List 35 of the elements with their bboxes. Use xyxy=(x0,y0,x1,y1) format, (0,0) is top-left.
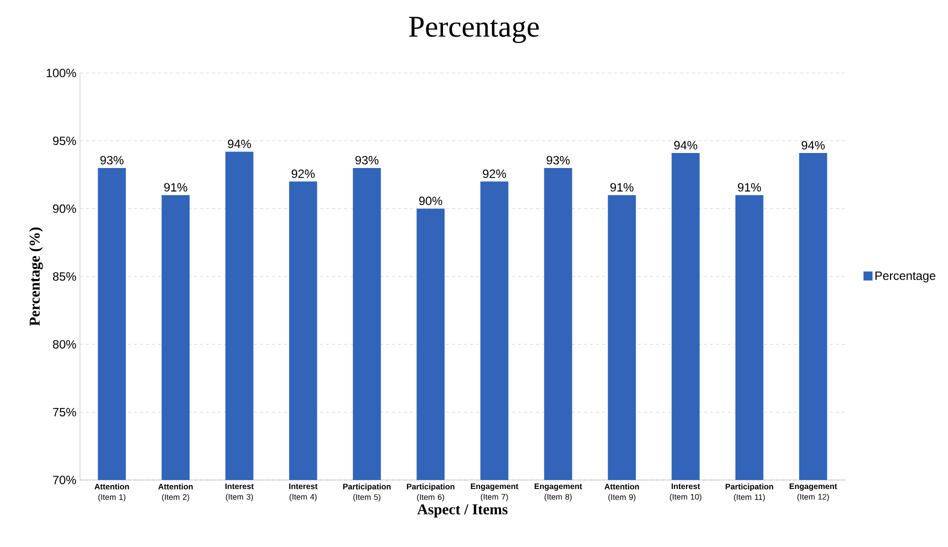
x-tick-label: Attention (Item 2) xyxy=(158,484,193,502)
x-axis-title: Aspect / Items xyxy=(417,504,508,518)
y-tick-label: 95% xyxy=(53,136,76,146)
y-tick-label: 80% xyxy=(52,340,76,349)
x-tick-label: Engagement (Item 12) xyxy=(790,484,838,502)
data-label: 90% xyxy=(419,196,442,206)
y-axis-title: Percentage (%) xyxy=(29,228,43,326)
x-tick-label: Participation (Item 5) xyxy=(343,484,391,502)
chart-title: Percentage xyxy=(409,16,539,44)
data-label: 94% xyxy=(802,141,825,150)
data-label: 94% xyxy=(228,140,251,148)
y-tick-label: 85% xyxy=(52,272,76,281)
x-tick-label: Interest (Item 3) xyxy=(225,484,254,502)
y-tick-label: 90% xyxy=(53,204,76,213)
x-tick-label: Participation (Item 6) xyxy=(406,484,454,502)
x-tick-label: Engagement (Item 7) xyxy=(470,484,518,502)
y-tick-label: 70% xyxy=(53,476,76,484)
y-tick-label: 75% xyxy=(53,408,76,416)
data-label: 93% xyxy=(546,156,570,164)
data-label: 91% xyxy=(610,183,634,192)
data-label: 92% xyxy=(292,170,315,178)
legend-label: Percentage xyxy=(876,272,936,282)
data-label: 91% xyxy=(164,183,188,192)
x-tick-label: Interest (Item 4) xyxy=(289,484,318,502)
data-label: 92% xyxy=(482,170,506,178)
x-tick-label: Interest (Item 10) xyxy=(670,484,702,502)
x-tick-label: Participation (Item 11) xyxy=(726,484,774,502)
data-label: 91% xyxy=(738,183,761,192)
x-tick-label: Attention (Item 9) xyxy=(604,484,639,502)
data-label: 93% xyxy=(355,156,378,164)
data-label: 94% xyxy=(674,141,698,150)
x-tick-label: Attention (Item 1) xyxy=(94,484,129,502)
y-tick-label: 100% xyxy=(46,68,76,78)
x-tick-label: Engagement (Item 8) xyxy=(534,484,582,502)
data-label: 93% xyxy=(100,156,124,164)
